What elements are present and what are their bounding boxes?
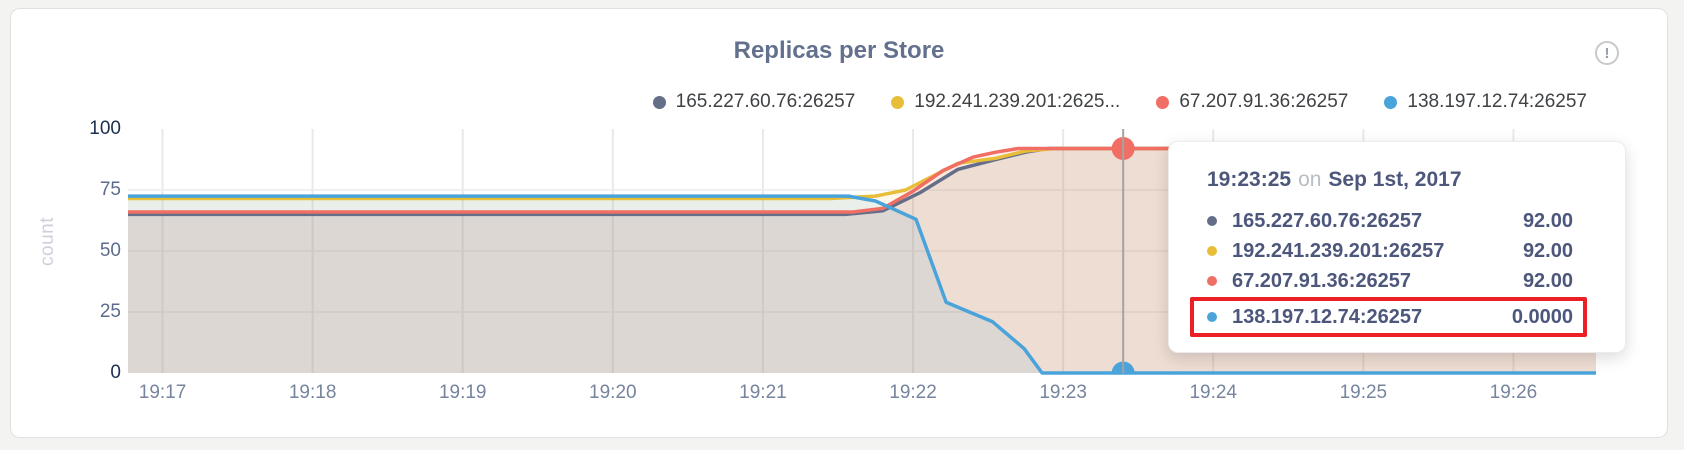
series-line bbox=[128, 194, 1596, 375]
tooltip-series-dot-icon bbox=[1207, 276, 1217, 286]
y-tick-label: 75 bbox=[99, 179, 121, 200]
y-tick-label: 0 bbox=[110, 362, 121, 383]
legend-dot-icon bbox=[1384, 95, 1398, 109]
x-tick-label: 19:19 bbox=[439, 382, 487, 403]
tooltip-series-dot-icon bbox=[1207, 246, 1217, 256]
tooltip-series-dot-icon bbox=[1207, 312, 1217, 322]
tooltip-series-name: 192.241.239.201:26257 bbox=[1232, 240, 1445, 262]
tooltip-series-value: 92.00 bbox=[1522, 270, 1573, 292]
tooltip-row: 192.241.239.201:26257 92.00 bbox=[1207, 236, 1573, 266]
x-tick-label: 19:18 bbox=[289, 382, 337, 403]
series-area bbox=[128, 196, 1596, 373]
exclamation-glyph: ! bbox=[1604, 44, 1610, 62]
tooltip-row-highlighted: 138.197.12.74:26257 0.0000 bbox=[1190, 297, 1587, 337]
tooltip-row: 67.207.91.36:26257 92.00 bbox=[1207, 266, 1573, 296]
legend-label: 138.197.12.74:26257 bbox=[1407, 91, 1587, 112]
tooltip-timestamp: 19:23:25 on Sep 1st, 2017 bbox=[1207, 168, 1573, 192]
tooltip-series-dot-icon bbox=[1207, 216, 1217, 226]
tooltip-date: Sep 1st, 2017 bbox=[1328, 168, 1462, 191]
tooltip-series-name: 165.227.60.76:26257 bbox=[1232, 210, 1423, 232]
hover-tooltip: 19:23:25 on Sep 1st, 2017 165.227.60.76:26… bbox=[1168, 141, 1626, 353]
legend-label: 67.207.91.36:26257 bbox=[1179, 91, 1349, 112]
y-tick-label: 100 bbox=[89, 118, 121, 139]
legend-label: 165.227.60.76:26257 bbox=[675, 91, 856, 112]
x-tick-label: 19:25 bbox=[1340, 382, 1388, 403]
legend-item[interactable]: 138.197.12.74:26257 bbox=[1384, 91, 1587, 113]
legend-dot-icon bbox=[652, 95, 666, 109]
legend-item[interactable]: 192.241.239.201:2625... bbox=[891, 91, 1120, 113]
chart-card: Replicas per Store ! 165.227.60.76:26257… bbox=[10, 8, 1668, 438]
legend-item[interactable]: 67.207.91.36:26257 bbox=[1156, 91, 1348, 113]
info-icon[interactable]: ! bbox=[1595, 41, 1619, 65]
legend-dot-icon bbox=[1156, 95, 1170, 109]
legend-item[interactable]: 165.227.60.76:26257 bbox=[652, 91, 856, 113]
tooltip-time: 19:23:25 bbox=[1207, 168, 1292, 191]
tooltip-series-value: 0.0000 bbox=[1511, 306, 1573, 328]
series-line bbox=[128, 146, 1596, 214]
x-tick-label: 19:20 bbox=[589, 382, 637, 403]
legend: 165.227.60.76:26257 192.241.239.201:2625.… bbox=[652, 91, 1587, 113]
x-tick-label: 19:24 bbox=[1189, 382, 1237, 403]
legend-dot-icon bbox=[891, 95, 905, 109]
tooltip-series-value: 92.00 bbox=[1522, 240, 1573, 262]
tooltip-series-value: 92.00 bbox=[1522, 210, 1573, 232]
tooltip-series-name: 67.207.91.36:26257 bbox=[1232, 270, 1412, 292]
tooltip-row: 165.227.60.76:26257 92.00 bbox=[1207, 206, 1573, 236]
y-tick-label: 25 bbox=[99, 301, 121, 322]
chart-title: Replicas per Store bbox=[733, 37, 945, 64]
x-tick-label: 19:22 bbox=[889, 382, 937, 403]
y-tick-label: 50 bbox=[99, 240, 121, 261]
tooltip-rows: 165.227.60.76:26257 92.00 192.241.239.201:… bbox=[1190, 206, 1587, 337]
x-tick-label: 19:17 bbox=[139, 382, 187, 403]
x-tick-label: 19:21 bbox=[739, 382, 787, 403]
legend-label: 192.241.239.201:2625... bbox=[914, 91, 1121, 112]
x-tick-label: 19:23 bbox=[1039, 382, 1087, 403]
tooltip-on-word: on bbox=[1298, 168, 1322, 191]
x-tick-label: 19:26 bbox=[1490, 382, 1538, 403]
tooltip-series-name: 138.197.12.74:26257 bbox=[1232, 306, 1423, 328]
